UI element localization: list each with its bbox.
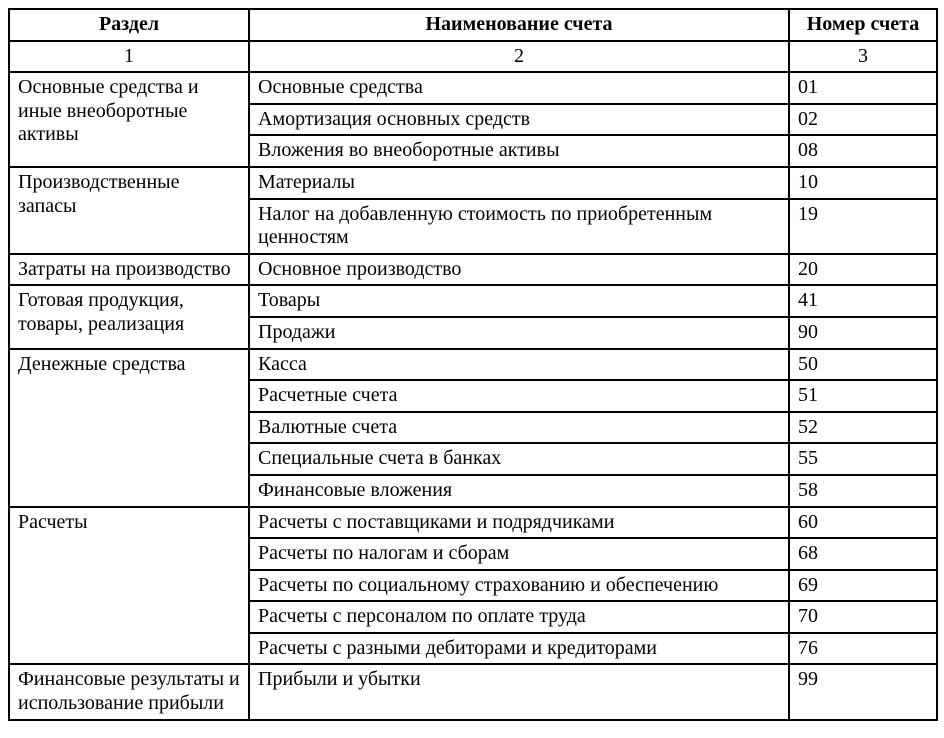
account-name-cell: Расчеты с персоналом по оплате труда xyxy=(249,601,789,633)
account-number-cell: 41 xyxy=(789,285,937,317)
account-name-cell: Продажи xyxy=(249,317,789,349)
account-name-cell: Материалы xyxy=(249,167,789,199)
table-subheader-row: 1 2 3 xyxy=(9,41,937,73)
section-cell: Основные средства и иные внеоборотные ак… xyxy=(9,72,249,167)
account-name-cell: Расчеты с поставщиками и подрядчиками xyxy=(249,507,789,539)
account-name-cell: Основные средства xyxy=(249,72,789,104)
account-number-cell: 55 xyxy=(789,443,937,475)
account-name-cell: Расчеты по налогам и сборам xyxy=(249,538,789,570)
account-number-cell: 01 xyxy=(789,72,937,104)
account-number-cell: 99 xyxy=(789,664,937,719)
account-number-cell: 70 xyxy=(789,601,937,633)
account-name-cell: Товары xyxy=(249,285,789,317)
account-number-cell: 76 xyxy=(789,633,937,665)
account-number-cell: 69 xyxy=(789,570,937,602)
account-number-cell: 08 xyxy=(789,135,937,167)
account-name-cell: Амортизация основных средств xyxy=(249,104,789,136)
account-name-cell: Основное производство xyxy=(249,254,789,286)
col-header-section: Раздел xyxy=(9,9,249,41)
table-body: Основные средства и иные внеоборотные ак… xyxy=(9,72,937,719)
account-number-cell: 51 xyxy=(789,380,937,412)
table-row: Готовая продукция, товары, реализацияТов… xyxy=(9,285,937,317)
subhead-2: 2 xyxy=(249,41,789,73)
section-cell: Готовая продукция, товары, реализация xyxy=(9,285,249,348)
account-name-cell: Валютные счета xyxy=(249,412,789,444)
table-row: Денежные средстваКасса50 xyxy=(9,349,937,381)
account-name-cell: Вложения во внеоборотные активы xyxy=(249,135,789,167)
account-number-cell: 10 xyxy=(789,167,937,199)
table-row: Производственные запасыМатериалы10 xyxy=(9,167,937,199)
account-number-cell: 58 xyxy=(789,475,937,507)
account-number-cell: 19 xyxy=(789,199,937,254)
account-number-cell: 60 xyxy=(789,507,937,539)
table-row: Основные средства и иные внеоборотные ак… xyxy=(9,72,937,104)
account-name-cell: Расчеты по социальному страхованию и обе… xyxy=(249,570,789,602)
subhead-3: 3 xyxy=(789,41,937,73)
account-number-cell: 68 xyxy=(789,538,937,570)
section-cell: Затраты на производство xyxy=(9,254,249,286)
table-row: Затраты на производствоОсновное производ… xyxy=(9,254,937,286)
account-number-cell: 50 xyxy=(789,349,937,381)
account-name-cell: Прибыли и убытки xyxy=(249,664,789,719)
account-name-cell: Финансовые вложения xyxy=(249,475,789,507)
section-cell: Расчеты xyxy=(9,507,249,665)
col-header-number: Номер счета xyxy=(789,9,937,41)
account-name-cell: Специальные счета в банках xyxy=(249,443,789,475)
col-header-name: Наименование счета xyxy=(249,9,789,41)
accounts-table: Раздел Наименование счета Номер счета 1 … xyxy=(8,8,938,721)
section-cell: Производственные запасы xyxy=(9,167,249,254)
section-cell: Финансовые результаты и использование пр… xyxy=(9,664,249,719)
account-name-cell: Касса xyxy=(249,349,789,381)
account-number-cell: 52 xyxy=(789,412,937,444)
account-number-cell: 20 xyxy=(789,254,937,286)
account-name-cell: Расчетные счета xyxy=(249,380,789,412)
table-row: РасчетыРасчеты с поставщиками и подрядчи… xyxy=(9,507,937,539)
account-number-cell: 02 xyxy=(789,104,937,136)
account-number-cell: 90 xyxy=(789,317,937,349)
table-row: Финансовые результаты и использование пр… xyxy=(9,664,937,719)
account-name-cell: Расчеты с разными дебиторами и кредитора… xyxy=(249,633,789,665)
account-name-cell: Налог на добавленную стоимость по приобр… xyxy=(249,199,789,254)
subhead-1: 1 xyxy=(9,41,249,73)
section-cell: Денежные средства xyxy=(9,349,249,507)
table-header-row: Раздел Наименование счета Номер счета xyxy=(9,9,937,41)
